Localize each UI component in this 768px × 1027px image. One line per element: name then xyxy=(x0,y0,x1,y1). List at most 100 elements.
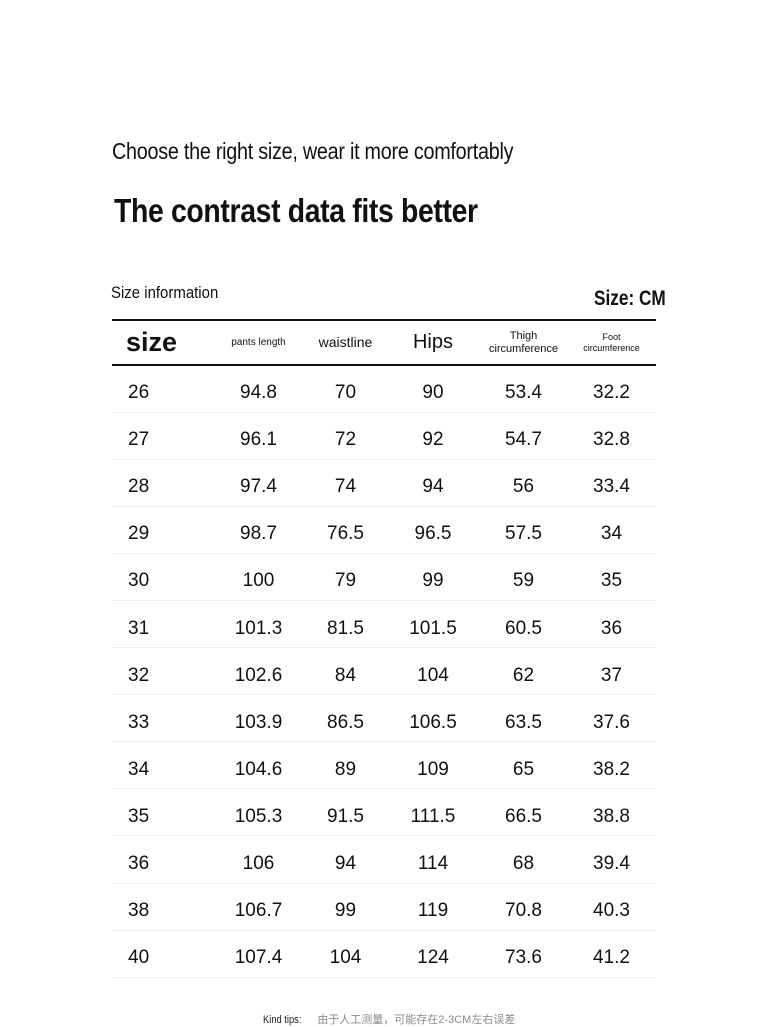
cell-pants-length: 106 xyxy=(242,852,275,874)
cell-pants-length: 96.1 xyxy=(240,429,277,451)
cell-foot: 38.2 xyxy=(593,758,630,780)
cell-waistline: 70 xyxy=(334,382,357,404)
table-row: 32 102.6 84 104 62 37 xyxy=(112,648,656,695)
cell-foot: 34 xyxy=(600,523,623,545)
cell-waistline: 74 xyxy=(334,476,357,498)
cell-waistline: 79 xyxy=(334,570,357,592)
cell-foot: 41.2 xyxy=(593,947,630,969)
table-row: 29 98.7 76.5 96.5 57.5 34 xyxy=(112,506,656,554)
table-row: 31 101.3 81.5 101.5 60.5 36 xyxy=(112,600,656,648)
cell-hips: 114 xyxy=(417,852,449,874)
cell-waistline: 99 xyxy=(334,900,357,922)
cell-pants-length: 104.6 xyxy=(234,758,283,780)
cell-size: 33 xyxy=(128,711,150,733)
cell-hips: 106.5 xyxy=(409,711,457,733)
cell-hips: 90 xyxy=(422,382,444,404)
cell-pants-length: 105.3 xyxy=(234,805,283,827)
cell-thigh: 66.5 xyxy=(505,805,542,827)
table-row: 34 104.6 89 109 65 38.2 xyxy=(112,742,656,789)
cell-hips: 109 xyxy=(417,758,449,780)
cell-size: 35 xyxy=(128,805,150,827)
cell-size: 29 xyxy=(128,523,150,545)
cell-size: 36 xyxy=(128,852,150,874)
cell-hips: 92 xyxy=(422,429,444,451)
table-header-row: size pants length waistline Hips Thigh c… xyxy=(112,320,656,365)
cell-thigh: 54.7 xyxy=(505,429,542,451)
cell-size: 26 xyxy=(128,382,150,404)
header-pants-length: pants length xyxy=(231,336,286,348)
cell-foot: 33.4 xyxy=(593,476,630,498)
cell-foot: 39.4 xyxy=(593,852,630,874)
cell-size: 32 xyxy=(128,664,150,686)
cell-size: 34 xyxy=(128,758,150,780)
cell-foot: 37.6 xyxy=(593,711,630,733)
cell-hips: 104 xyxy=(417,664,449,686)
cell-pants-length: 94.8 xyxy=(240,382,277,404)
cell-thigh: 70.8 xyxy=(505,900,542,922)
header-size: size xyxy=(126,326,178,357)
cell-thigh: 57.5 xyxy=(505,523,542,545)
cell-hips: 124 xyxy=(417,947,449,969)
header-foot-line2: circumference xyxy=(583,342,640,353)
cell-size: 40 xyxy=(128,947,150,969)
cell-hips: 99 xyxy=(422,570,444,592)
cell-thigh: 56 xyxy=(512,476,535,498)
cell-foot: 32.2 xyxy=(593,382,630,404)
cell-thigh: 65 xyxy=(512,758,535,780)
unit-label: Size: CM xyxy=(594,287,666,310)
header-foot-line1: Foot xyxy=(602,332,621,343)
table-row: 28 97.4 74 94 56 33.4 xyxy=(112,459,656,507)
cell-foot: 37 xyxy=(600,664,623,686)
cell-foot: 36 xyxy=(600,617,623,639)
cell-pants-length: 98.7 xyxy=(240,523,277,545)
cell-size: 31 xyxy=(128,617,150,639)
cell-pants-length: 106.7 xyxy=(234,900,283,922)
cell-foot: 32.8 xyxy=(593,429,630,451)
page-title: The contrast data fits better xyxy=(114,192,478,229)
cell-waistline: 76.5 xyxy=(327,523,364,545)
cell-waistline: 104 xyxy=(329,947,362,969)
cell-size: 27 xyxy=(128,429,150,451)
table-row: 30 100 79 99 59 35 xyxy=(112,553,656,601)
header-thigh-line2: circumference xyxy=(488,342,559,355)
table-row: 33 103.9 86.5 106.5 63.5 37.6 xyxy=(112,695,656,742)
cell-pants-length: 100 xyxy=(242,570,275,592)
cell-waistline: 94 xyxy=(334,852,357,874)
table-row: 27 96.1 72 92 54.7 32.8 xyxy=(112,412,656,460)
cell-pants-length: 103.9 xyxy=(234,711,283,733)
cell-pants-length: 101.3 xyxy=(234,617,283,639)
table-body: 26 94.8 70 90 53.4 32.2 27 96.1 72 92 54.7 32.8 28 97… xyxy=(112,365,656,978)
tips-label: Kind tips: xyxy=(263,1014,302,1026)
cell-hips: 111.5 xyxy=(410,805,456,827)
cell-foot: 35 xyxy=(600,570,623,592)
tips-text: 由于人工测量，可能存在2-3CM左右误差 xyxy=(317,1014,516,1026)
table-row: 26 94.8 70 90 53.4 32.2 xyxy=(112,365,656,413)
table-row: 40 107.4 104 124 73.6 41.2 xyxy=(112,930,656,978)
header-waistline: waistline xyxy=(318,334,373,351)
cell-pants-length: 102.6 xyxy=(234,664,283,686)
cell-foot: 40.3 xyxy=(593,900,630,922)
footer-tips: Kind tips: 由于人工测量，可能存在2-3CM左右误差 xyxy=(263,1011,515,1027)
cell-size: 38 xyxy=(128,900,150,922)
cell-thigh: 63.5 xyxy=(505,711,542,733)
header-thigh-line1: Thigh xyxy=(509,329,538,342)
cell-thigh: 53.4 xyxy=(505,382,542,404)
cell-foot: 38.8 xyxy=(593,805,630,827)
cell-waistline: 72 xyxy=(334,429,357,451)
cell-waistline: 89 xyxy=(334,758,357,780)
header-thigh-circumference: Thigh circumference xyxy=(480,320,567,365)
table-row: 35 105.3 91.5 111.5 66.5 38.8 xyxy=(112,789,656,836)
size-chart: size pants length waistline Hips Thigh c… xyxy=(112,319,656,978)
cell-hips: 94 xyxy=(422,476,444,498)
table-row: 36 106 94 114 68 39.4 xyxy=(112,836,656,884)
size-table: size pants length waistline Hips Thigh c… xyxy=(112,319,656,978)
cell-hips: 96.5 xyxy=(414,523,452,545)
cell-waistline: 81.5 xyxy=(327,617,364,639)
cell-pants-length: 97.4 xyxy=(240,476,277,498)
table-row: 38 106.7 99 119 70.8 40.3 xyxy=(112,883,656,931)
cell-hips: 101.5 xyxy=(409,617,457,639)
cell-waistline: 86.5 xyxy=(327,711,364,733)
header-foot-circumference: Foot circumference xyxy=(567,320,656,365)
header-hips: Hips xyxy=(412,331,453,353)
cell-waistline: 91.5 xyxy=(327,805,364,827)
